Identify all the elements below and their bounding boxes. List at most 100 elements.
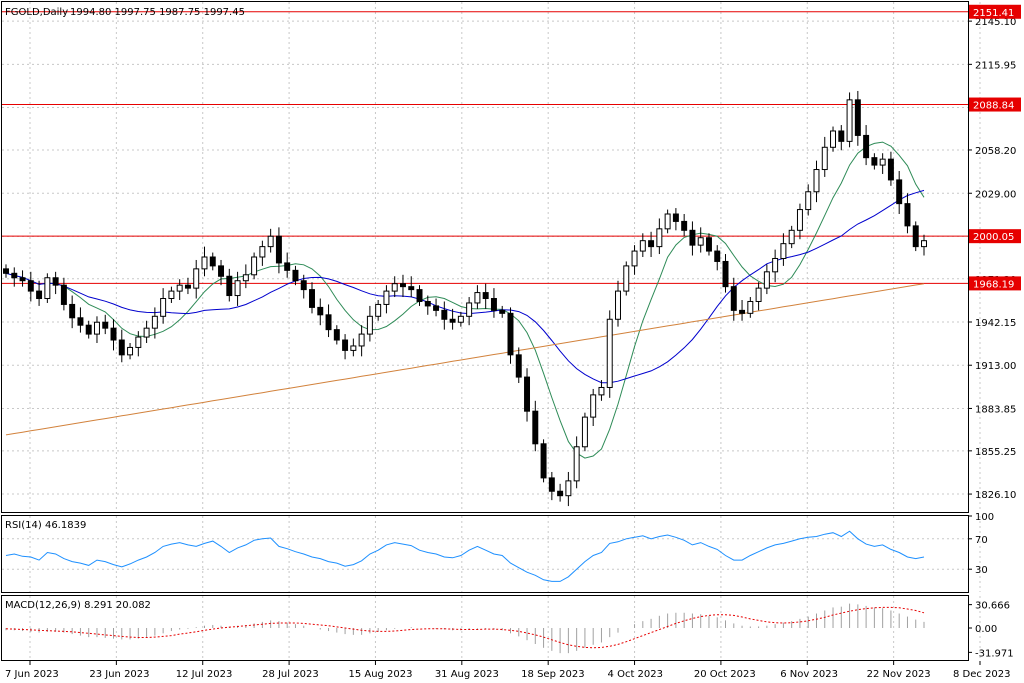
- candle-body: [176, 284, 183, 292]
- candle-body: [259, 246, 266, 258]
- candle-body: [714, 250, 721, 262]
- candle-body: [317, 306, 324, 316]
- candle-body: [184, 284, 191, 289]
- macd-title: MACD(12,26,9) 8.291 20.082: [5, 600, 151, 611]
- candle-body: [664, 213, 671, 230]
- candle-body: [805, 191, 812, 211]
- macd-signal-line: [5, 606, 925, 649]
- level-tag: [969, 276, 1021, 291]
- candle-body: [85, 324, 92, 335]
- candle-body: [631, 250, 638, 267]
- candle-body: [151, 315, 158, 329]
- x-tick-label: 23 Jun 2023: [89, 669, 149, 680]
- candle-body: [548, 477, 555, 492]
- rsi-series: [5, 530, 925, 582]
- candle-body: [739, 309, 746, 314]
- candle-body: [93, 321, 100, 335]
- candle-body: [44, 277, 51, 300]
- candle-body: [11, 272, 18, 279]
- candle-body: [27, 280, 34, 292]
- candle-body: [755, 287, 762, 302]
- y-tick-label: 2058.20: [975, 146, 1016, 157]
- candle-body: [639, 240, 646, 252]
- candle-body: [896, 179, 903, 205]
- candle-body: [433, 305, 440, 311]
- macd-tick-label: -31.971: [975, 648, 1014, 659]
- candle-body: [424, 300, 431, 307]
- ohlc-values: 1994.80 1997.75 1987.75 1997.45: [70, 7, 245, 18]
- candlesticks: [3, 90, 927, 507]
- x-tick-label: 15 Aug 2023: [348, 669, 412, 680]
- rsi-title: RSI(14) 46.1839: [5, 520, 86, 531]
- candle-body: [482, 292, 489, 300]
- candle-body: [60, 284, 67, 305]
- candle-body: [218, 265, 225, 277]
- candle-body: [672, 213, 679, 222]
- macd-tick-label: 30.666: [975, 601, 1010, 612]
- candle-body: [813, 169, 820, 193]
- candle-body: [697, 237, 704, 246]
- candle-body: [887, 158, 894, 181]
- x-tick-label: 12 Jul 2023: [176, 669, 233, 680]
- price-panel-frame: [1, 1, 969, 513]
- x-tick-label: 18 Sep 2023: [521, 669, 584, 680]
- y-tick-label: 2115.95: [975, 60, 1016, 71]
- candle-body: [69, 303, 76, 319]
- candle-body: [19, 277, 26, 282]
- macd-tick-label: 0.00: [975, 624, 997, 635]
- candle-body: [854, 99, 861, 136]
- candle-body: [358, 333, 365, 347]
- candle-body: [763, 271, 770, 289]
- y-tick-label: 1942.15: [975, 318, 1016, 329]
- candle-body: [879, 158, 886, 166]
- candle-body: [474, 292, 481, 304]
- rsi-line: [5, 530, 925, 582]
- candle-body: [780, 243, 787, 259]
- candle-body: [143, 327, 150, 338]
- ma-fast-line: [5, 141, 925, 459]
- candle-body: [904, 203, 911, 227]
- level-lines: [2, 11, 968, 284]
- candle-body: [598, 386, 605, 396]
- candle-body: [449, 318, 456, 323]
- candle-body: [557, 490, 564, 497]
- candle-body: [532, 410, 539, 445]
- x-tick-label: 20 Oct 2023: [694, 669, 756, 680]
- candle-body: [325, 314, 332, 331]
- candle-body: [284, 262, 291, 271]
- candle-body: [309, 289, 315, 308]
- candle-body: [490, 298, 497, 311]
- ma-mid-line: [5, 189, 925, 384]
- level-tag-label: 1968.19: [973, 279, 1014, 290]
- candle-body: [300, 280, 307, 291]
- candle-body: [110, 327, 117, 341]
- candle-body: [581, 416, 588, 448]
- candle-body: [565, 480, 572, 497]
- rsi-tick-label: 30: [975, 565, 988, 576]
- candle-body: [209, 256, 216, 267]
- candle-body: [416, 289, 423, 302]
- rsi-panel-frame: [1, 515, 969, 593]
- y-tick-label: 1826.10: [975, 490, 1016, 501]
- grid-layer: [2, 2, 981, 660]
- candle-body: [921, 240, 927, 248]
- level-tag-label: 2088.84: [973, 101, 1014, 112]
- candle-body: [681, 220, 688, 231]
- x-tick-label: 4 Oct 2023: [608, 669, 663, 680]
- candle-body: [524, 376, 531, 412]
- candle-body: [689, 229, 696, 246]
- candle-body: [350, 345, 357, 351]
- candle-body: [573, 446, 580, 482]
- moving-averages: [5, 141, 925, 459]
- candle-body: [242, 274, 249, 282]
- ma-slow-line: [5, 283, 925, 436]
- candle-body: [383, 290, 390, 305]
- level-tag: [969, 4, 1021, 19]
- candle-body: [656, 228, 663, 248]
- candle-body: [52, 277, 59, 286]
- candle-body: [3, 268, 9, 274]
- y-tick-label: 2029.00: [975, 189, 1016, 200]
- candle-body: [912, 225, 919, 248]
- candle-body: [267, 235, 274, 248]
- candle-body: [457, 315, 464, 323]
